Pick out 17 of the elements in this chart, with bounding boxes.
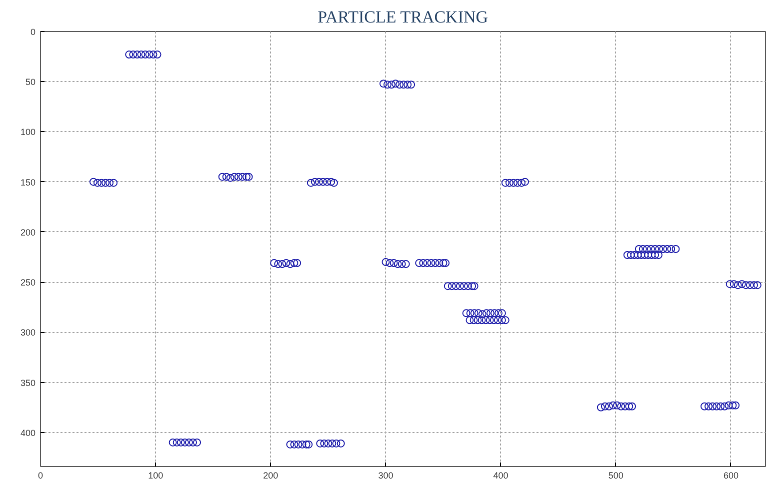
x-tick-label: 400 xyxy=(493,470,508,480)
y-tick-label: 400 xyxy=(20,428,36,438)
y-tick-label: 350 xyxy=(20,378,36,388)
y-tick-label: 250 xyxy=(20,278,36,288)
y-tick-label: 50 xyxy=(25,77,36,88)
x-tick-label: 100 xyxy=(148,470,164,480)
y-tick-label: 0 xyxy=(30,27,36,37)
x-tick-label: 200 xyxy=(263,470,278,480)
y-tick-label: 150 xyxy=(20,177,36,188)
x-tick-label: 0 xyxy=(38,470,44,480)
x-tick-label: 500 xyxy=(608,470,624,480)
y-tick-label: 100 xyxy=(20,127,36,138)
chart-title: PARTICLE TRACKING xyxy=(318,8,488,26)
y-tick-label: 200 xyxy=(20,227,36,238)
x-tick-label: 300 xyxy=(378,470,394,480)
y-tick-label: 300 xyxy=(20,328,36,338)
x-tick-label: 600 xyxy=(723,470,738,480)
